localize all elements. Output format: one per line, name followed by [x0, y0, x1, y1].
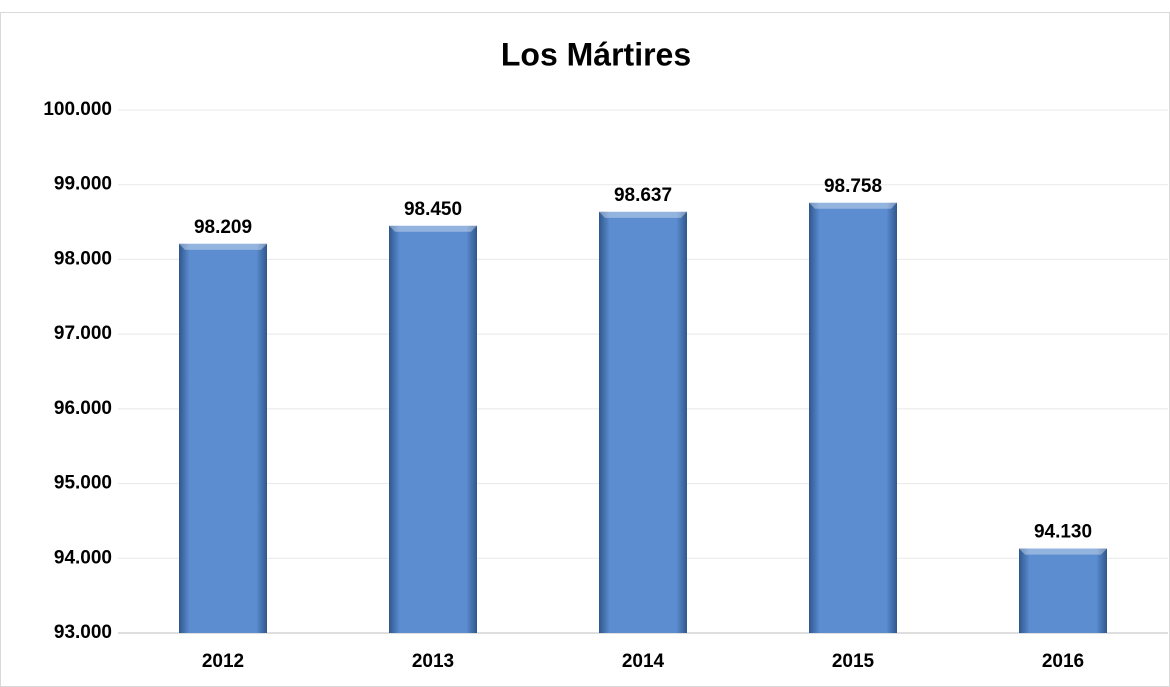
value-label: 94.130	[1034, 522, 1092, 543]
chart-border	[0, 12, 1170, 687]
value-label: 98.209	[194, 217, 252, 238]
bar-bevel	[599, 211, 687, 218]
y-tick-label: 100.000	[43, 99, 112, 120]
bar-bevel	[179, 243, 267, 250]
y-tick-label: 96.000	[54, 398, 112, 419]
bar-bevel	[389, 225, 477, 232]
x-tick-label: 2012	[202, 651, 244, 672]
value-label: 98.450	[404, 199, 462, 220]
value-label: 98.637	[614, 185, 672, 206]
x-tick-label: 2013	[412, 651, 454, 672]
bar-shade	[599, 211, 687, 633]
y-tick-label: 94.000	[54, 547, 112, 568]
y-tick-label: 97.000	[54, 323, 112, 344]
x-tick-label: 2016	[1042, 651, 1084, 672]
bar-shade	[1019, 548, 1107, 633]
chart-title: Los Mártires	[501, 36, 691, 72]
y-tick-label: 93.000	[54, 622, 112, 643]
y-tick-label: 99.000	[54, 174, 112, 195]
value-label: 98.758	[824, 176, 882, 197]
bar-bevel	[809, 202, 897, 209]
bar-shade	[389, 225, 477, 634]
bar-bevel	[1019, 548, 1107, 555]
x-tick-label: 2015	[832, 651, 875, 672]
x-tick-label: 2014	[622, 651, 665, 672]
bar-shade	[809, 202, 897, 633]
y-tick-label: 98.000	[54, 248, 112, 269]
bar-shade	[179, 243, 267, 633]
y-tick-label: 95.000	[54, 473, 112, 494]
